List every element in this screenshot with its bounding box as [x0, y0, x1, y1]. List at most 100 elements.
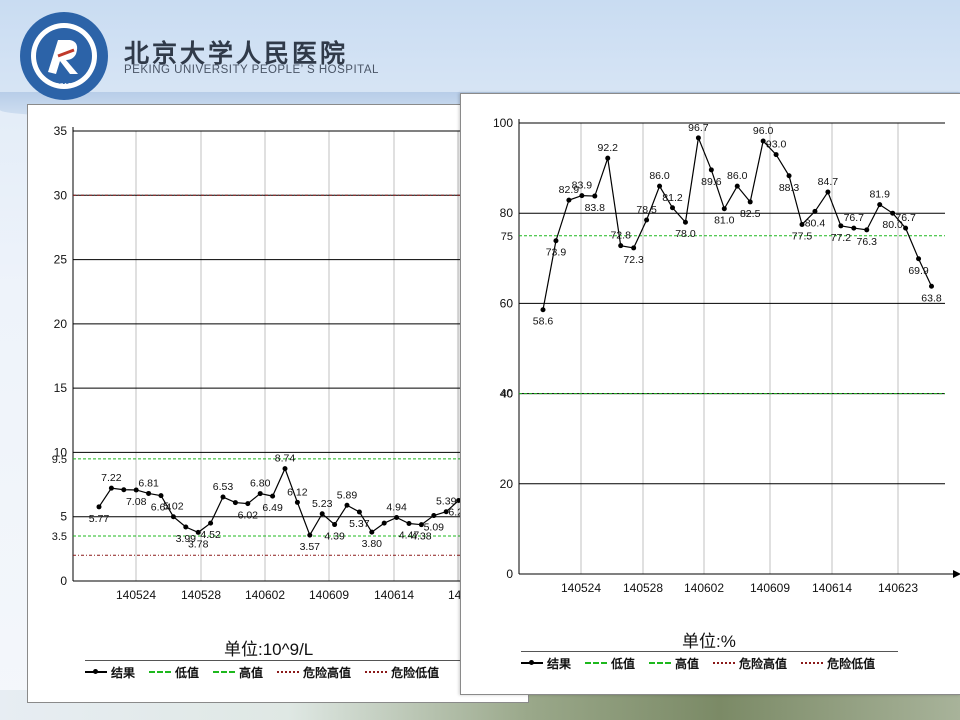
data-point — [332, 522, 338, 528]
data-label: 6.02 — [238, 510, 259, 522]
y-tick-label: 20 — [54, 317, 68, 331]
legend-critical-high: 危险高值 — [277, 664, 351, 681]
data-point — [618, 243, 624, 249]
data-label: 83.8 — [585, 202, 606, 214]
data-point — [183, 524, 189, 530]
data-label: 73.9 — [546, 247, 567, 259]
data-point — [579, 193, 585, 199]
data-point — [220, 494, 226, 500]
right-unit-label: 单位:% — [682, 632, 736, 651]
data-label: 77.2 — [831, 232, 852, 244]
data-label: 7.08 — [126, 496, 147, 508]
data-label: 5.89 — [337, 489, 358, 501]
legend-result: 结果 — [521, 655, 571, 672]
data-label: 3.80 — [362, 538, 383, 550]
data-point — [553, 238, 559, 244]
data-label: 3.57 — [300, 541, 321, 553]
data-label: 96.7 — [688, 122, 709, 134]
data-label: 93.0 — [766, 139, 787, 151]
hospital-logo: 1918 — [20, 12, 108, 100]
data-label: 81.0 — [714, 215, 735, 227]
data-point — [734, 183, 740, 189]
data-point — [232, 500, 238, 506]
data-label: 86.0 — [727, 170, 748, 182]
y-tick-label: 0 — [506, 567, 513, 581]
data-point — [592, 193, 598, 199]
data-point — [682, 219, 688, 225]
data-label: 76.7 — [895, 212, 916, 224]
data-label: 3.99 — [176, 533, 197, 545]
data-label: 82.5 — [740, 208, 761, 220]
data-label: 77.5 — [792, 230, 813, 242]
data-label: 88.3 — [779, 182, 800, 194]
data-point — [319, 511, 325, 517]
data-label: 4.38 — [411, 531, 432, 543]
data-label: 5.09 — [424, 522, 445, 534]
left-legend: 结果 低值 高值 危险高值 危险低值 — [85, 660, 510, 683]
y-tick-label: 80 — [500, 206, 514, 220]
left-chart-svg: 140524 140528 140602 140609 140614 1400510152… — [52, 124, 528, 602]
legend-result: 结果 — [85, 664, 135, 681]
data-label: 5.23 — [312, 498, 333, 510]
data-label: 6.64 — [151, 502, 172, 514]
data-point — [146, 490, 152, 496]
legend-critical-low: 危险低值 — [801, 655, 875, 672]
data-point — [356, 509, 362, 515]
x-tick-label: 140602 — [245, 588, 285, 602]
data-point — [369, 529, 375, 535]
data-point — [344, 502, 350, 508]
data-point — [158, 493, 164, 499]
x-tick-label: 140528 — [181, 588, 221, 602]
data-point — [605, 155, 611, 161]
data-point — [540, 307, 546, 313]
data-label: 80.0 — [882, 219, 903, 231]
data-label: 8.74 — [275, 453, 296, 465]
data-point — [708, 167, 714, 173]
data-point — [406, 521, 412, 527]
data-point — [121, 487, 127, 493]
logo-year: 1918 — [56, 83, 72, 90]
data-label: 69.9 — [908, 265, 929, 277]
data-point — [851, 225, 857, 231]
y-tick-label: 30 — [54, 188, 68, 202]
data-point — [929, 283, 934, 289]
x-tick-label: 140609 — [309, 588, 349, 602]
data-point — [747, 199, 753, 205]
legend-low: 低值 — [585, 655, 635, 672]
data-label: 86.0 — [649, 170, 670, 182]
data-point — [657, 183, 663, 189]
data-label: 96.0 — [753, 125, 774, 137]
x-axis-arrow — [953, 570, 960, 578]
data-label: 6.81 — [138, 477, 159, 489]
x-tick-label: 140528 — [623, 581, 663, 595]
data-label: 92.2 — [598, 142, 619, 154]
data-point — [566, 197, 572, 203]
reference-value-label: 3.5 — [52, 531, 67, 543]
data-point — [394, 514, 400, 520]
right-chart-panel: 140524 140528 140602 140609 140614 140623 0 20 4… — [460, 93, 960, 695]
data-label: 5.39 — [436, 496, 457, 508]
data-label: 3.78 — [188, 538, 209, 550]
data-label: 6.80 — [250, 478, 271, 490]
data-label: 6.53 — [213, 481, 234, 493]
data-point — [456, 498, 462, 504]
data-label: 4.52 — [200, 529, 221, 541]
data-label: 7.22 — [101, 472, 122, 484]
data-point — [812, 208, 818, 214]
y-tick-label: 5 — [60, 510, 67, 524]
y-tick-label: 100 — [493, 116, 513, 130]
data-label: 72.3 — [623, 254, 644, 266]
data-point — [838, 223, 844, 229]
legend-high: 高值 — [213, 664, 263, 681]
data-label: 82.9 — [559, 184, 580, 196]
data-label: 4.94 — [386, 501, 407, 513]
data-point — [381, 520, 387, 526]
data-label: 5.02 — [163, 501, 184, 513]
x-tick-label: 140524 — [561, 581, 601, 595]
result-series-line — [542, 135, 933, 310]
data-point — [170, 514, 176, 520]
right-legend: 结果 低值 高值 危险高值 危险低值 — [521, 651, 898, 674]
y-tick-label: 60 — [500, 296, 514, 310]
data-label: 72.8 — [610, 230, 631, 242]
data-point — [195, 529, 201, 535]
